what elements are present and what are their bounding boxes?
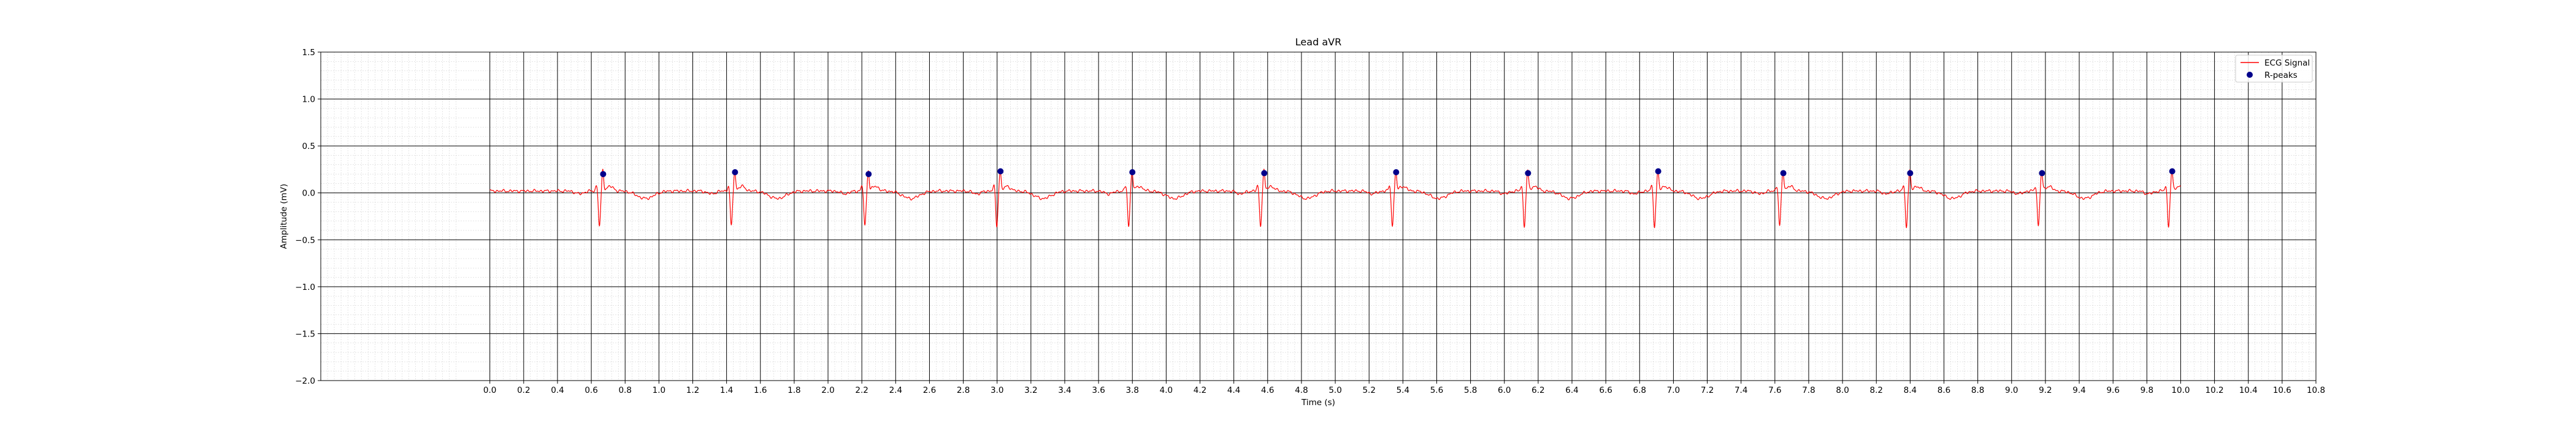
x-tick-label: 2.4 — [889, 385, 902, 395]
x-tick-label: 9.8 — [2141, 385, 2153, 395]
x-tick-label: 7.4 — [1735, 385, 1747, 395]
y-tick-label: 0.5 — [302, 142, 315, 151]
x-tick-label: 8.4 — [1904, 385, 1917, 395]
legend-rpeaks-label: R-peaks — [2264, 70, 2298, 80]
x-tick-label: 5.0 — [1328, 385, 1341, 395]
x-tick-label: 6.8 — [1633, 385, 1646, 395]
x-tick-label: 3.4 — [1058, 385, 1071, 395]
r-peak-point — [1780, 170, 1787, 177]
x-tick-label: 8.0 — [1836, 385, 1849, 395]
y-axis-ticks: −2.0 −1.5 −1.0 −0.5 0.0 0.5 1.0 1.5 — [295, 48, 321, 386]
x-tick-label: 1.4 — [720, 385, 733, 395]
x-tick-label: 7.0 — [1667, 385, 1680, 395]
r-peak-point — [1907, 170, 1914, 177]
x-tick-label: 4.0 — [1160, 385, 1173, 395]
x-tick-label: 6.0 — [1498, 385, 1511, 395]
x-axis-ticks: 0.0 0.2 0.4 0.6 0.8 1.0 1.2 1.4 1.6 1.8 2.0 2.2 2.4 2… — [483, 381, 2325, 395]
y-tick-label: 1.5 — [302, 48, 315, 58]
x-tick-label: 10.6 — [2273, 385, 2291, 395]
x-tick-label: 0.6 — [585, 385, 597, 395]
y-tick-label: 0.0 — [302, 189, 315, 199]
x-tick-label: 8.6 — [1938, 385, 1950, 395]
x-tick-label: 5.6 — [1430, 385, 1443, 395]
x-tick-label: 0.8 — [618, 385, 631, 395]
x-tick-label: 3.0 — [991, 385, 1003, 395]
x-tick-label: 1.8 — [788, 385, 800, 395]
x-tick-label: 10.8 — [2307, 385, 2325, 395]
x-tick-label: 8.2 — [1869, 385, 1882, 395]
x-tick-label: 4.6 — [1261, 385, 1274, 395]
x-tick-label: 2.2 — [855, 385, 868, 395]
x-tick-label: 10.4 — [2239, 385, 2258, 395]
x-tick-label: 5.2 — [1362, 385, 1375, 395]
legend-rpeaks-swatch — [2247, 72, 2253, 78]
r-peak-point — [1393, 169, 1400, 176]
ecg-signal-line — [489, 169, 2181, 229]
x-tick-label: 6.6 — [1599, 385, 1612, 395]
x-tick-label: 10.2 — [2206, 385, 2224, 395]
x-tick-label: 0.2 — [517, 385, 530, 395]
r-peak-point — [600, 171, 607, 178]
x-tick-label: 7.6 — [1768, 385, 1781, 395]
r-peak-point — [865, 171, 872, 178]
x-tick-label: 5.4 — [1397, 385, 1409, 395]
x-tick-label: 3.2 — [1024, 385, 1037, 395]
chart-title: Lead aVR — [1295, 36, 1341, 48]
x-tick-label: 4.4 — [1227, 385, 1240, 395]
legend: ECG Signal R-peaks — [2235, 55, 2313, 83]
legend-ecg-label: ECG Signal — [2264, 58, 2310, 68]
x-tick-label: 6.2 — [1531, 385, 1544, 395]
y-tick-label: −2.0 — [295, 376, 315, 386]
x-tick-label: 2.6 — [923, 385, 936, 395]
r-peak-point — [732, 169, 738, 176]
x-tick-label: 9.4 — [2072, 385, 2085, 395]
x-tick-label: 9.6 — [2106, 385, 2119, 395]
y-tick-label: 1.0 — [302, 95, 315, 105]
x-tick-label: 4.8 — [1295, 385, 1308, 395]
legend-box — [2235, 55, 2313, 83]
plot-frame — [320, 51, 2317, 381]
y-tick-label: −1.0 — [295, 283, 315, 292]
x-tick-label: 1.0 — [653, 385, 665, 395]
x-tick-label: 4.2 — [1194, 385, 1206, 395]
x-axis-title: Time (s) — [1301, 398, 1335, 408]
x-tick-label: 8.8 — [1971, 385, 1984, 395]
x-tick-label: 3.6 — [1092, 385, 1105, 395]
r-peak-point — [2169, 168, 2175, 175]
r-peak-point — [997, 168, 1004, 175]
r-peak-point — [1655, 168, 1662, 175]
plot-area — [320, 51, 2317, 381]
series-layer — [489, 168, 2181, 229]
x-tick-label: 7.2 — [1701, 385, 1714, 395]
r-peak-point — [1261, 170, 1268, 177]
x-tick-label: 7.8 — [1802, 385, 1815, 395]
x-tick-label: 10.0 — [2171, 385, 2190, 395]
y-tick-label: −0.5 — [295, 235, 315, 245]
x-tick-label: 5.8 — [1464, 385, 1477, 395]
x-tick-label: 0.0 — [483, 385, 496, 395]
r-peak-point — [1525, 170, 1531, 177]
r-peak-point — [2039, 170, 2045, 177]
x-tick-label: 1.6 — [754, 385, 767, 395]
x-tick-label: 6.4 — [1565, 385, 1578, 395]
x-tick-label: 9.0 — [2005, 385, 2018, 395]
x-tick-label: 3.8 — [1126, 385, 1139, 395]
y-axis-title: Amplitude (mV) — [279, 184, 289, 249]
x-tick-label: 9.2 — [2039, 385, 2052, 395]
x-tick-label: 2.0 — [821, 385, 834, 395]
r-peak-point — [1129, 169, 1136, 176]
y-tick-label: −1.5 — [295, 329, 315, 339]
x-tick-label: 0.4 — [551, 385, 564, 395]
x-tick-label: 2.8 — [957, 385, 970, 395]
x-tick-label: 1.2 — [686, 385, 699, 395]
